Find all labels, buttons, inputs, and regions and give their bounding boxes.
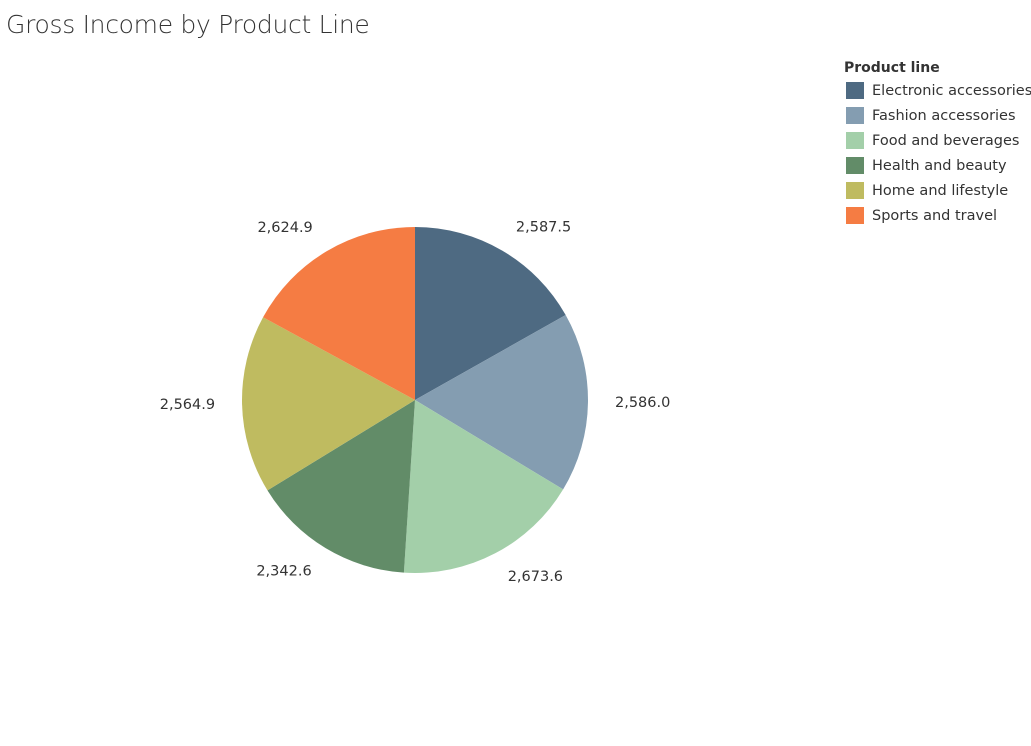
legend-item-home-and-lifestyle[interactable]: Home and lifestyle (844, 178, 1031, 203)
slice-label-food-and-beverages: 2,673.6 (508, 569, 563, 585)
pie-slice-labels: 2,587.5 2,586.0 2,673.6 2,342.6 2,564.9 2,624… (160, 219, 671, 585)
slice-label-health-and-beauty: 2,342.6 (256, 563, 311, 579)
slice-label-sports-and-travel: 2,624.9 (257, 220, 312, 236)
legend-swatch (846, 82, 864, 99)
pie-slice-sports-and-travel[interactable] (263, 227, 415, 400)
pie-slice-home-and-lifestyle[interactable] (241, 317, 415, 491)
pie-slice-fashion-accessories[interactable] (415, 314, 588, 490)
slice-label-fashion-accessories: 2,586.0 (615, 395, 670, 411)
legend-label: Electronic accessories (872, 82, 1031, 99)
legend-label: Fashion accessories (872, 107, 1016, 124)
chart-title: Gross Income by Product Line (6, 10, 370, 39)
legend-label: Home and lifestyle (872, 182, 1009, 199)
pie-slice-electronic-accessories[interactable] (415, 227, 566, 400)
legend-label: Health and beauty (872, 157, 1007, 174)
pie-slice-health-and-beauty[interactable] (267, 400, 415, 573)
legend-swatch (846, 182, 864, 199)
pie-slice-food-and-beverages[interactable] (403, 400, 564, 573)
legend-title: Product line (844, 60, 940, 76)
legend-item-electronic-accessories[interactable]: Electronic accessories (844, 78, 1031, 103)
legend-item-health-and-beauty[interactable]: Health and beauty (844, 153, 1031, 178)
legend-label: Sports and travel (872, 207, 998, 224)
pie-slices (241, 227, 588, 573)
legend-item-sports-and-travel[interactable]: Sports and travel (844, 203, 1031, 228)
legend-swatch (846, 132, 864, 149)
legend-swatch (846, 107, 864, 124)
legend-swatch (846, 207, 864, 224)
slice-label-electronic-accessories: 2,587.5 (516, 219, 571, 235)
legend-items: Electronic accessories Fashion accessorie… (844, 78, 1031, 228)
slice-label-home-and-lifestyle: 2,564.9 (160, 397, 215, 413)
legend-label: Food and beverages (872, 132, 1020, 149)
legend-item-food-and-beverages[interactable]: Food and beverages (844, 128, 1031, 153)
legend: Product line Electronic accessories Fashi… (844, 58, 1031, 228)
legend-swatch (846, 157, 864, 174)
legend-item-fashion-accessories[interactable]: Fashion accessories (844, 103, 1031, 128)
